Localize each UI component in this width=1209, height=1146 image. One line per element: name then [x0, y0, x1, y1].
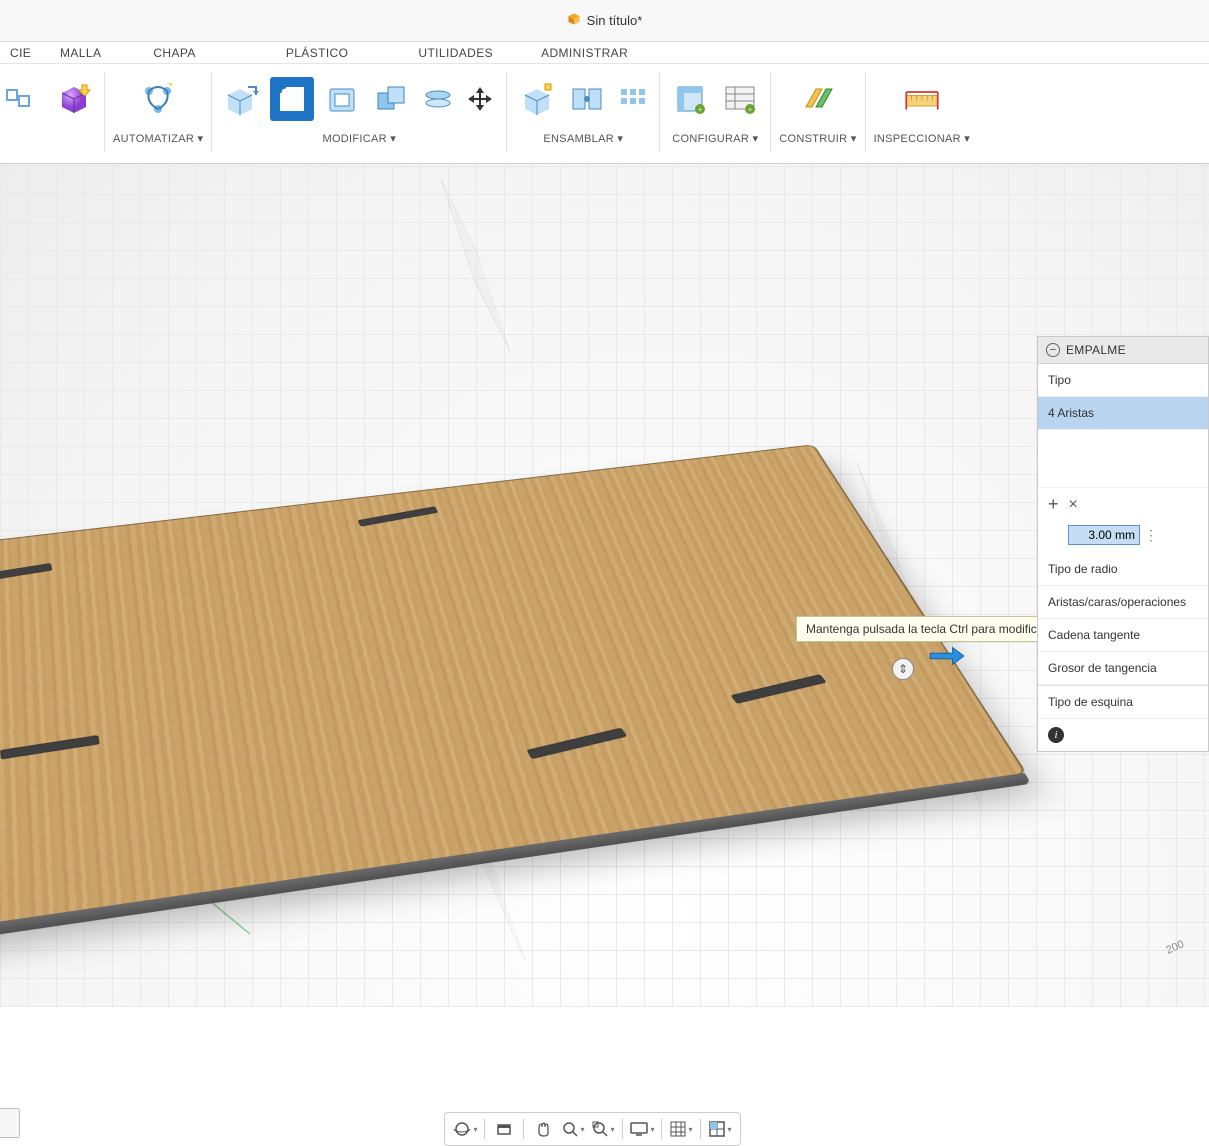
row-grosor[interactable]: Grosor de tangencia — [1038, 652, 1208, 685]
row-add-remove: + × — [1038, 488, 1208, 521]
model-top-board[interactable] — [0, 444, 1027, 931]
label-esquina: Tipo de esquina — [1048, 695, 1133, 709]
title-bar: Sin título* — [0, 0, 1209, 42]
nav-zoom[interactable]: ▾ — [559, 1116, 587, 1142]
group-label-configurar[interactable]: CONFIGURAR ▾ — [672, 132, 758, 145]
row-aristas[interactable]: Aristas/caras/operaciones — [1038, 586, 1208, 619]
document-cube-icon — [567, 12, 587, 29]
nav-grid-settings[interactable]: ▾ — [667, 1116, 695, 1142]
fillet-drag-handle[interactable]: ⇕ — [892, 658, 914, 680]
tab-plastico[interactable]: PLÁSTICO — [276, 43, 359, 63]
row-radius-input: ⋮ — [1038, 521, 1208, 553]
row-selection-count[interactable]: 4 Aristas — [1038, 397, 1208, 430]
group-label-construir[interactable]: CONSTRUIR ▾ — [779, 132, 856, 145]
nav-pan[interactable] — [529, 1116, 557, 1142]
viewport-3d[interactable]: 200 ⇕ Mantenga pulsada la tecla Ctrl par… — [0, 164, 1209, 1007]
tool-sketch-stub[interactable] — [0, 81, 36, 117]
label-cadena: Cadena tangente — [1048, 628, 1140, 642]
tab-utilidades[interactable]: UTILIDADES — [408, 43, 503, 63]
svg-text:200: 200 — [1164, 938, 1186, 956]
tool-pattern[interactable] — [615, 81, 651, 117]
tool-configure[interactable]: + — [668, 77, 712, 121]
label-tipo: Tipo — [1048, 373, 1071, 387]
add-selection-icon[interactable]: + — [1048, 494, 1059, 515]
svg-text:+: + — [698, 107, 702, 114]
row-info[interactable]: i — [1038, 719, 1208, 751]
group-label-ensamblar[interactable]: ENSAMBLAR ▾ — [543, 132, 623, 145]
tool-combine[interactable] — [370, 77, 414, 121]
row-selection-list[interactable] — [1038, 430, 1208, 488]
radius-input[interactable] — [1068, 525, 1140, 545]
tool-new-component[interactable] — [515, 77, 559, 121]
tool-align-planes[interactable] — [420, 81, 456, 117]
tool-shell[interactable] — [320, 77, 364, 121]
panel-title-bar[interactable]: – EMPALME — [1038, 337, 1208, 364]
group-label-automatizar[interactable]: AUTOMATIZAR ▾ — [113, 132, 203, 145]
tool-change-params[interactable]: + — [718, 77, 762, 121]
nav-fit[interactable]: ▾ — [589, 1116, 617, 1142]
label-aristas: Aristas/caras/operaciones — [1048, 595, 1186, 609]
nav-viewports[interactable]: ▾ — [706, 1116, 734, 1142]
timeline-panel-toggle[interactable] — [0, 1108, 20, 1138]
radius-options-icon[interactable]: ⋮ — [1144, 527, 1159, 544]
tool-press-pull[interactable] — [220, 77, 264, 121]
selection-count-text: 4 Aristas — [1048, 406, 1094, 420]
tab-administrar[interactable]: ADMINISTRAR — [531, 43, 638, 63]
ribbon-tab-row: CIE MALLA CHAPA PLÁSTICO UTILIDADES ADMI… — [0, 42, 1209, 64]
row-esquina[interactable]: Tipo de esquina — [1038, 685, 1208, 719]
tool-mesh-create[interactable] — [52, 77, 96, 121]
nav-look-at[interactable] — [490, 1116, 518, 1142]
remove-selection-icon[interactable]: × — [1069, 496, 1078, 514]
group-label-modificar[interactable]: MODIFICAR ▾ — [322, 132, 396, 145]
tool-fillet-active[interactable] — [270, 77, 314, 121]
ribbon-toolbar: AUTOMATIZAR ▾ — [0, 64, 1209, 164]
cursor-pointer-icon — [928, 642, 966, 670]
group-label-inspeccionar[interactable]: INSPECCIONAR ▾ — [874, 132, 971, 145]
tool-automate[interactable] — [136, 77, 180, 121]
tool-move[interactable] — [462, 81, 498, 117]
tool-joint[interactable] — [565, 77, 609, 121]
row-cadena[interactable]: Cadena tangente — [1038, 619, 1208, 652]
info-icon: i — [1048, 727, 1064, 743]
tab-chapa[interactable]: CHAPA — [143, 43, 205, 63]
tab-stub-left[interactable]: CIE — [0, 43, 20, 63]
svg-text:+: + — [748, 107, 752, 114]
fillet-properties-panel: – EMPALME Tipo 4 Aristas + × ⋮ Tipo de r… — [1037, 336, 1209, 752]
row-tipo: Tipo — [1038, 364, 1208, 397]
tool-measure[interactable] — [900, 77, 944, 121]
tab-malla[interactable]: MALLA — [50, 43, 111, 63]
nav-display-settings[interactable]: ▾ — [628, 1116, 656, 1142]
ghost-support-back — [440, 178, 510, 353]
label-grosor: Grosor de tangencia — [1048, 661, 1157, 675]
nav-orbit[interactable]: ▾ — [451, 1116, 479, 1142]
label-tipo-radio: Tipo de radio — [1048, 562, 1118, 576]
row-tipo-radio[interactable]: Tipo de radio — [1038, 553, 1208, 586]
panel-title-text: EMPALME — [1066, 343, 1126, 357]
document-title: Sin título* — [587, 13, 643, 28]
view-navigation-bar: ▾ ▾ ▾ ▾ ▾ ▾ — [444, 1112, 741, 1146]
tool-construct-plane[interactable] — [796, 77, 840, 121]
